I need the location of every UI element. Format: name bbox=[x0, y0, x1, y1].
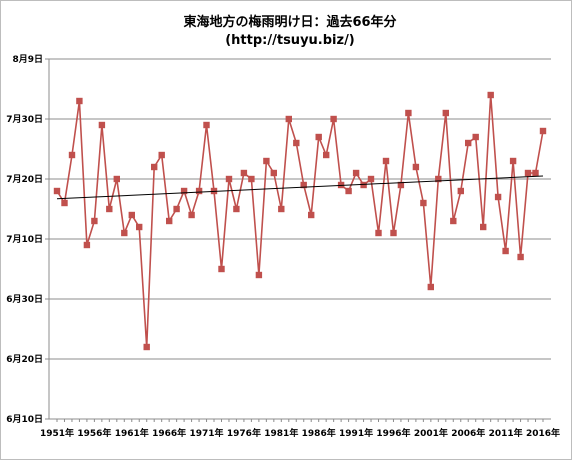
data-point bbox=[457, 187, 464, 195]
data-point bbox=[143, 343, 150, 351]
data-point bbox=[517, 253, 524, 261]
x-tick-label: 2011年 bbox=[489, 427, 523, 439]
x-tick-label: 1951年 bbox=[40, 427, 74, 439]
data-point bbox=[218, 265, 225, 273]
data-point bbox=[539, 127, 547, 135]
x-tick-label: 1986年 bbox=[302, 427, 336, 439]
data-point bbox=[53, 187, 61, 195]
data-point bbox=[76, 97, 83, 105]
data-point bbox=[509, 157, 517, 165]
data-point bbox=[345, 187, 352, 195]
data-point bbox=[315, 133, 322, 141]
data-point bbox=[427, 283, 434, 291]
y-tick-label: 7月30日 bbox=[6, 114, 43, 125]
data-point bbox=[233, 205, 240, 213]
data-point bbox=[173, 205, 180, 213]
x-tick-label: 1971年 bbox=[190, 427, 224, 439]
data-point bbox=[502, 247, 509, 255]
x-tick-label: 1976年 bbox=[227, 427, 261, 439]
data-point bbox=[180, 187, 188, 195]
data-point bbox=[435, 175, 442, 183]
series-layer bbox=[53, 91, 547, 351]
data-point bbox=[420, 199, 427, 207]
axes bbox=[45, 58, 551, 422]
data-point bbox=[106, 205, 113, 213]
x-tick-label: 1991年 bbox=[339, 427, 373, 439]
x-tick-label: 2006年 bbox=[451, 427, 485, 439]
data-point bbox=[188, 211, 195, 219]
data-point bbox=[263, 157, 270, 165]
data-point bbox=[472, 133, 479, 141]
data-point bbox=[61, 199, 68, 207]
x-tick-label: 1961年 bbox=[115, 427, 149, 439]
data-point bbox=[68, 151, 76, 159]
data-point bbox=[390, 229, 397, 237]
x-tick-label: 1981年 bbox=[264, 427, 298, 439]
data-point bbox=[494, 193, 502, 201]
data-point bbox=[255, 271, 263, 279]
x-tick-label: 2001年 bbox=[414, 427, 448, 439]
data-point bbox=[382, 157, 390, 165]
data-point bbox=[285, 115, 292, 123]
data-point bbox=[151, 163, 158, 171]
data-point bbox=[360, 181, 367, 189]
data-point bbox=[405, 109, 412, 117]
data-point bbox=[91, 217, 98, 225]
data-point bbox=[121, 229, 128, 237]
gridlines bbox=[49, 58, 551, 420]
x-tick-label: 1966年 bbox=[152, 427, 186, 439]
data-point bbox=[83, 241, 91, 249]
data-point bbox=[308, 211, 315, 219]
data-point bbox=[323, 151, 330, 159]
data-point bbox=[158, 151, 165, 159]
data-point bbox=[412, 163, 420, 171]
data-point bbox=[225, 175, 233, 183]
data-point bbox=[195, 187, 203, 195]
y-tick-label: 6月10日 bbox=[6, 414, 43, 425]
x-tick-label: 1956年 bbox=[77, 427, 111, 439]
chart-subtitle: (http://tsuyu.biz/) bbox=[225, 33, 355, 48]
data-point bbox=[203, 121, 210, 129]
data-point bbox=[128, 211, 135, 219]
data-point bbox=[248, 175, 255, 183]
data-point bbox=[113, 175, 120, 183]
data-point bbox=[487, 91, 494, 99]
data-point bbox=[300, 181, 307, 189]
y-tick-label: 6月20日 bbox=[6, 354, 43, 365]
data-point bbox=[480, 223, 487, 231]
data-point bbox=[240, 169, 248, 177]
data-point bbox=[270, 169, 277, 177]
y-tick-label: 8月9日 bbox=[12, 54, 43, 65]
data-point bbox=[278, 205, 285, 213]
data-point bbox=[367, 175, 375, 183]
x-tick-labels: 1951年 1956年 1961年 1966年 1971年 1976年 1981年 1986年… bbox=[40, 427, 560, 439]
y-tick-label: 7月20日 bbox=[6, 174, 43, 185]
chart-title: 東海地方の梅雨明け日：過去66年分 bbox=[183, 14, 396, 30]
data-point bbox=[136, 223, 143, 231]
trend-layer bbox=[56, 175, 544, 200]
data-point bbox=[450, 217, 457, 225]
data-point bbox=[442, 109, 449, 117]
series-line bbox=[56, 94, 544, 348]
data-point bbox=[532, 169, 539, 177]
data-point bbox=[330, 115, 337, 123]
data-point bbox=[524, 169, 532, 177]
data-point bbox=[166, 217, 173, 225]
y-tick-label: 6月30日 bbox=[6, 294, 43, 305]
y-tick-labels: 6月10日 6月20日 6月30日 7月10日 7月20日 7月30日 8月9日 bbox=[6, 54, 43, 425]
data-point bbox=[465, 139, 472, 147]
y-tick-label: 7月10日 bbox=[6, 234, 43, 245]
x-tick-label: 1996年 bbox=[376, 427, 410, 439]
data-point bbox=[98, 121, 106, 129]
data-point bbox=[293, 139, 300, 147]
data-point bbox=[352, 169, 360, 177]
x-tick-label: 2016年 bbox=[526, 427, 560, 439]
trend-line bbox=[56, 175, 544, 200]
data-point bbox=[375, 229, 382, 237]
data-point bbox=[397, 181, 405, 189]
